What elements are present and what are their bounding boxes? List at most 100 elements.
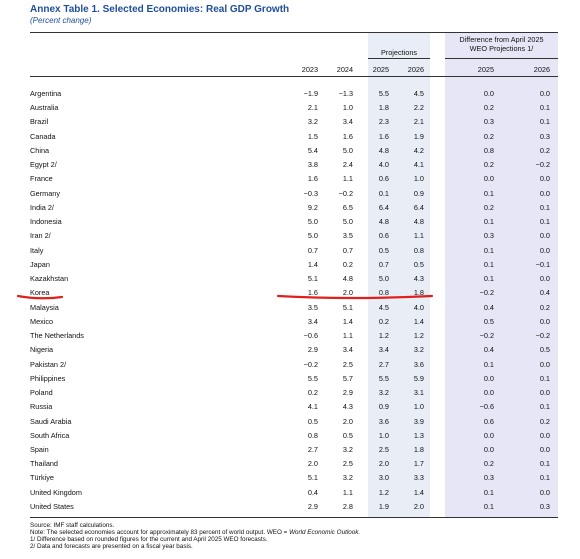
data-cell: 1.0 (413, 402, 424, 412)
bottom-rule (30, 517, 558, 518)
data-cell: 0.0 (483, 174, 494, 184)
data-cell: 5.0 (342, 217, 353, 227)
data-cell: 0.0 (483, 430, 494, 440)
data-cell: 0.2 (483, 160, 494, 170)
data-cell: 0.1 (483, 501, 494, 511)
data-cell: 0.5 (413, 259, 424, 269)
footnote-2: 2/ Data and forecasts are presented on a… (30, 543, 193, 550)
data-cell: 0.2 (539, 416, 550, 426)
data-cell: 0.3 (483, 117, 494, 127)
data-cell: 4.1 (307, 402, 318, 412)
title: Annex Table 1. Selected Economies: Real … (30, 4, 290, 15)
data-cell: −1.3 (338, 89, 353, 98)
data-cell: 0.5 (307, 416, 318, 426)
data-cell: 0.1 (539, 103, 550, 113)
data-cell: 1.6 (307, 174, 318, 184)
data-cell: 3.6 (413, 359, 424, 369)
difference-rule (445, 58, 558, 59)
data-cell: 0.5 (539, 345, 550, 355)
data-cell: 0.0 (483, 388, 494, 398)
data-cell: 0.2 (378, 316, 389, 326)
top-rule (30, 32, 558, 33)
data-cell: 4.0 (413, 302, 424, 312)
data-cell: −0.6 (303, 331, 318, 341)
data-cell: 1.6 (342, 131, 353, 141)
projections-header: Projections (380, 48, 418, 57)
data-cell: 0.2 (483, 459, 494, 469)
data-cell: −0.2 (303, 359, 318, 369)
data-cell: 0.2 (307, 388, 318, 398)
data-cell: 4.2 (413, 145, 424, 155)
column-header: 2026 (407, 65, 424, 74)
data-cell: 0.2 (342, 259, 353, 269)
data-cell: 3.9 (413, 416, 424, 426)
data-cell: 0.4 (483, 302, 494, 312)
data-cell: 2.9 (307, 501, 318, 511)
data-cell: 0.1 (539, 402, 550, 412)
data-cell: −1.9 (303, 89, 318, 98)
data-cell: 2.5 (342, 359, 353, 369)
data-cell: 1.1 (413, 231, 424, 241)
data-cell: 1.3 (413, 430, 424, 440)
data-cell: 0.9 (378, 402, 389, 412)
data-cell: 0.5 (342, 430, 353, 440)
data-cell: 3.6 (378, 416, 389, 426)
data-cell: 3.3 (413, 473, 424, 483)
row-label: Iran 2/ (30, 231, 51, 241)
data-cell: 1.1 (342, 174, 353, 184)
data-cell: 0.1 (483, 274, 494, 284)
column-header: 2025 (372, 65, 389, 74)
data-cell: 0.7 (378, 259, 389, 269)
data-cell: 5.5 (378, 89, 389, 98)
data-cell: 1.9 (378, 501, 389, 511)
data-cell: −0.3 (303, 188, 318, 198)
data-cell: 5.0 (378, 274, 389, 284)
data-cell: 1.5 (307, 131, 318, 141)
data-cell: 0.0 (483, 89, 494, 98)
row-label: Nigeria (30, 345, 54, 355)
data-cell: 0.7 (307, 245, 318, 255)
data-cell: 1.4 (342, 316, 353, 326)
data-cell: 2.2 (413, 103, 424, 113)
data-cell: 1.1 (342, 331, 353, 341)
data-cell: 4.5 (378, 302, 389, 312)
data-cell: 0.0 (539, 430, 550, 440)
data-cell: 0.1 (539, 202, 550, 212)
data-cell: 0.2 (483, 131, 494, 141)
data-cell: −0.2 (338, 188, 353, 198)
data-cell: 4.5 (413, 89, 424, 98)
data-cell: 1.2 (378, 331, 389, 341)
data-cell: 2.9 (307, 345, 318, 355)
column-header: 2023 (301, 65, 318, 74)
row-label: Mexico (30, 316, 54, 326)
row-label: Australia (30, 103, 59, 113)
data-cell: 3.5 (307, 302, 318, 312)
data-cell: 0.1 (483, 359, 494, 369)
row-label: Kazakhstan (30, 274, 69, 284)
data-cell: 0.6 (483, 416, 494, 426)
data-cell: 1.7 (413, 459, 424, 469)
projections-shade (368, 32, 430, 517)
data-cell: 0.6 (378, 174, 389, 184)
row-label: Brazil (30, 117, 49, 127)
data-cell: 0.6 (378, 231, 389, 241)
row-label: Pakistan 2/ (30, 359, 67, 369)
data-cell: 0.5 (378, 245, 389, 255)
row-label: India 2/ (30, 202, 54, 212)
data-cell: −0.2 (535, 160, 550, 170)
row-label: France (30, 174, 53, 184)
data-cell: 2.1 (307, 103, 318, 113)
row-label: Philippines (30, 373, 66, 383)
difference-shade (445, 32, 558, 517)
data-cell: 0.0 (539, 245, 550, 255)
data-cell: 0.8 (378, 288, 389, 298)
row-label: United States (30, 501, 74, 511)
data-cell: 4.8 (378, 217, 389, 227)
data-cell: 5.5 (378, 373, 389, 383)
data-cell: 0.2 (539, 145, 550, 155)
note-emphasis: World Economic Outlook. (289, 529, 361, 536)
data-cell: 0.4 (483, 345, 494, 355)
footnote-1: 1/ Difference based on rounded figures f… (30, 536, 268, 543)
data-cell: 1.2 (413, 331, 424, 341)
